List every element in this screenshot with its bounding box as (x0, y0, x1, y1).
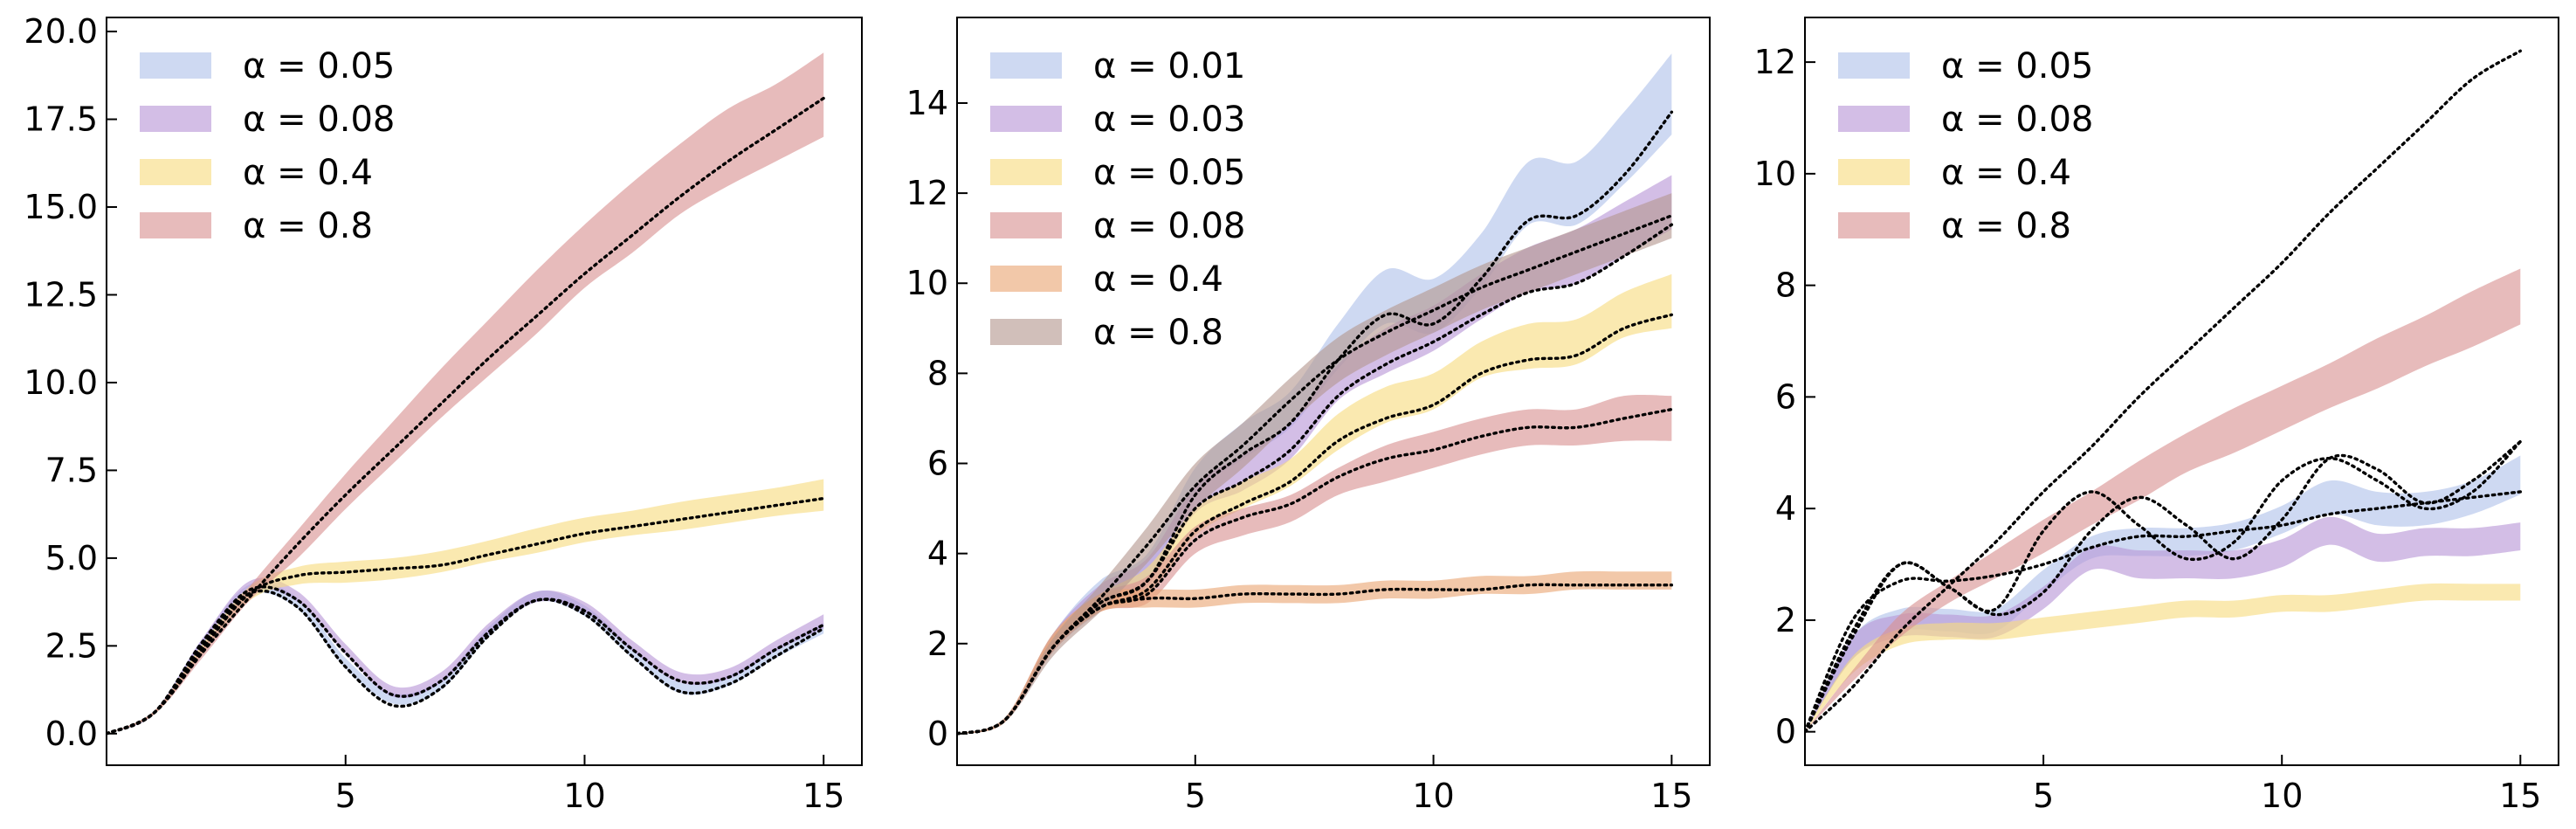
y-tick-label: 2 (927, 625, 948, 663)
y-tick-label: 8 (927, 354, 948, 392)
legend-swatch (1838, 212, 1910, 238)
y-tick-label: 12.5 (24, 275, 98, 314)
x-tick-label: 5 (335, 777, 356, 815)
legend: α = 0.05 α = 0.08 α = 0.4 α = 0.8 (140, 46, 395, 246)
legend-label: α = 0.05 (1093, 153, 1245, 193)
y-tick-label: 15.0 (24, 188, 98, 226)
y-tick-label: 12 (1754, 43, 1796, 81)
axes-frame (1804, 17, 2559, 766)
legend: α = 0.01 α = 0.03 α = 0.05 α = 0.08 α = 0.4 α… (990, 46, 1245, 353)
y-tick-label: 14 (906, 84, 948, 122)
legend-label: α = 0.08 (1093, 206, 1245, 246)
y-tick-label: 6 (1775, 377, 1796, 416)
y-tick-label: 0 (1775, 713, 1796, 751)
plot-area (1805, 49, 2522, 734)
legend-label: α = 0.08 (243, 100, 395, 140)
band-series-3 (107, 52, 824, 734)
x-tick-label: 10 (1412, 777, 1454, 815)
legend-swatch (990, 106, 1062, 132)
legend-swatch (990, 159, 1062, 185)
reference-line-2 (107, 496, 825, 736)
y-tick-label: 20.0 (24, 12, 98, 51)
y-tick-label: 8 (1775, 266, 1796, 305)
band-series-3 (1805, 268, 2521, 732)
x-tick-label: 10 (2261, 777, 2303, 815)
legend-label: α = 0.05 (243, 46, 395, 86)
x-tick-label: 15 (2499, 777, 2541, 815)
reference-line-3 (107, 96, 825, 736)
y-tick-label: 7.5 (45, 451, 98, 489)
reference-line-0 (1805, 439, 2522, 734)
reference-line-2 (1805, 49, 2522, 734)
panel-middle: 5 10 15 0 2 4 6 8 10 12 14 α = 0.01 α = 0.03 α = 0.05… (906, 17, 1711, 815)
y-tick-label: 10 (906, 264, 948, 302)
reference-line-3 (1805, 439, 2522, 734)
reference-line-1 (957, 223, 1674, 736)
x-tick-label: 15 (802, 777, 844, 815)
legend: α = 0.05 α = 0.08 α = 0.4 α = 0.8 (1838, 46, 2093, 246)
band-series-3 (957, 395, 1672, 734)
legend-label: α = 0.08 (1941, 100, 2093, 140)
plot-area (107, 52, 825, 736)
legend-swatch (990, 212, 1062, 238)
y-tick-label: 0 (927, 715, 948, 753)
reference-line-5 (957, 214, 1674, 736)
reference-line-2 (957, 313, 1674, 736)
panel-left: 5 10 15 0.0 2.5 5.0 7.5 10.0 12.5 15.0 17.5 20.0 α =… (24, 12, 863, 815)
x-tick-label: 10 (563, 777, 605, 815)
y-tick-label: 2.5 (45, 626, 98, 665)
axes-frame (956, 17, 1711, 766)
band-series-4 (957, 570, 1672, 734)
band-series-5 (957, 193, 1672, 734)
legend-label: α = 0.8 (1941, 206, 2071, 246)
legend-label: α = 0.03 (1093, 100, 1245, 140)
y-tick-label: 10 (1754, 155, 1796, 193)
x-tick-label: 15 (1650, 777, 1692, 815)
band-series-2 (107, 479, 824, 734)
band-series-2 (1805, 583, 2521, 732)
reference-line-4 (957, 583, 1674, 736)
legend-swatch (140, 52, 211, 79)
legend-swatch (990, 266, 1062, 292)
legend-swatch (1838, 159, 1910, 185)
x-tick-label: 5 (2033, 777, 2054, 815)
x-tick-label: 5 (1185, 777, 1206, 815)
legend-swatch (1838, 106, 1910, 132)
axes-frame (106, 17, 863, 766)
y-tick-label: 4 (1775, 489, 1796, 528)
legend-swatch (1838, 52, 1910, 79)
legend-swatch (990, 319, 1062, 345)
legend-label: α = 0.8 (1093, 313, 1223, 353)
reference-line-1 (1805, 490, 2522, 734)
legend-swatch (140, 159, 211, 185)
band-series-1 (107, 577, 824, 734)
y-tick-label: 5.0 (45, 539, 98, 577)
legend-label: α = 0.8 (243, 206, 373, 246)
legend-swatch (140, 212, 211, 238)
legend-label: α = 0.01 (1093, 46, 1245, 86)
y-tick-label: 2 (1775, 601, 1796, 639)
legend-swatch (140, 106, 211, 132)
legend-label: α = 0.4 (1941, 153, 2071, 193)
reference-line-1 (107, 585, 825, 736)
legend-label: α = 0.4 (1093, 259, 1223, 300)
legend-label: α = 0.4 (243, 153, 373, 193)
plot-area (957, 53, 1674, 736)
y-tick-label: 6 (927, 445, 948, 483)
y-tick-label: 12 (906, 174, 948, 212)
y-tick-label: 17.5 (24, 100, 98, 139)
legend-label: α = 0.05 (1941, 46, 2093, 86)
legend-swatch (990, 52, 1062, 79)
y-tick-label: 4 (927, 535, 948, 573)
reference-line-0 (107, 589, 825, 736)
y-tick-label: 10.0 (24, 363, 98, 402)
y-tick-label: 0.0 (45, 715, 98, 753)
